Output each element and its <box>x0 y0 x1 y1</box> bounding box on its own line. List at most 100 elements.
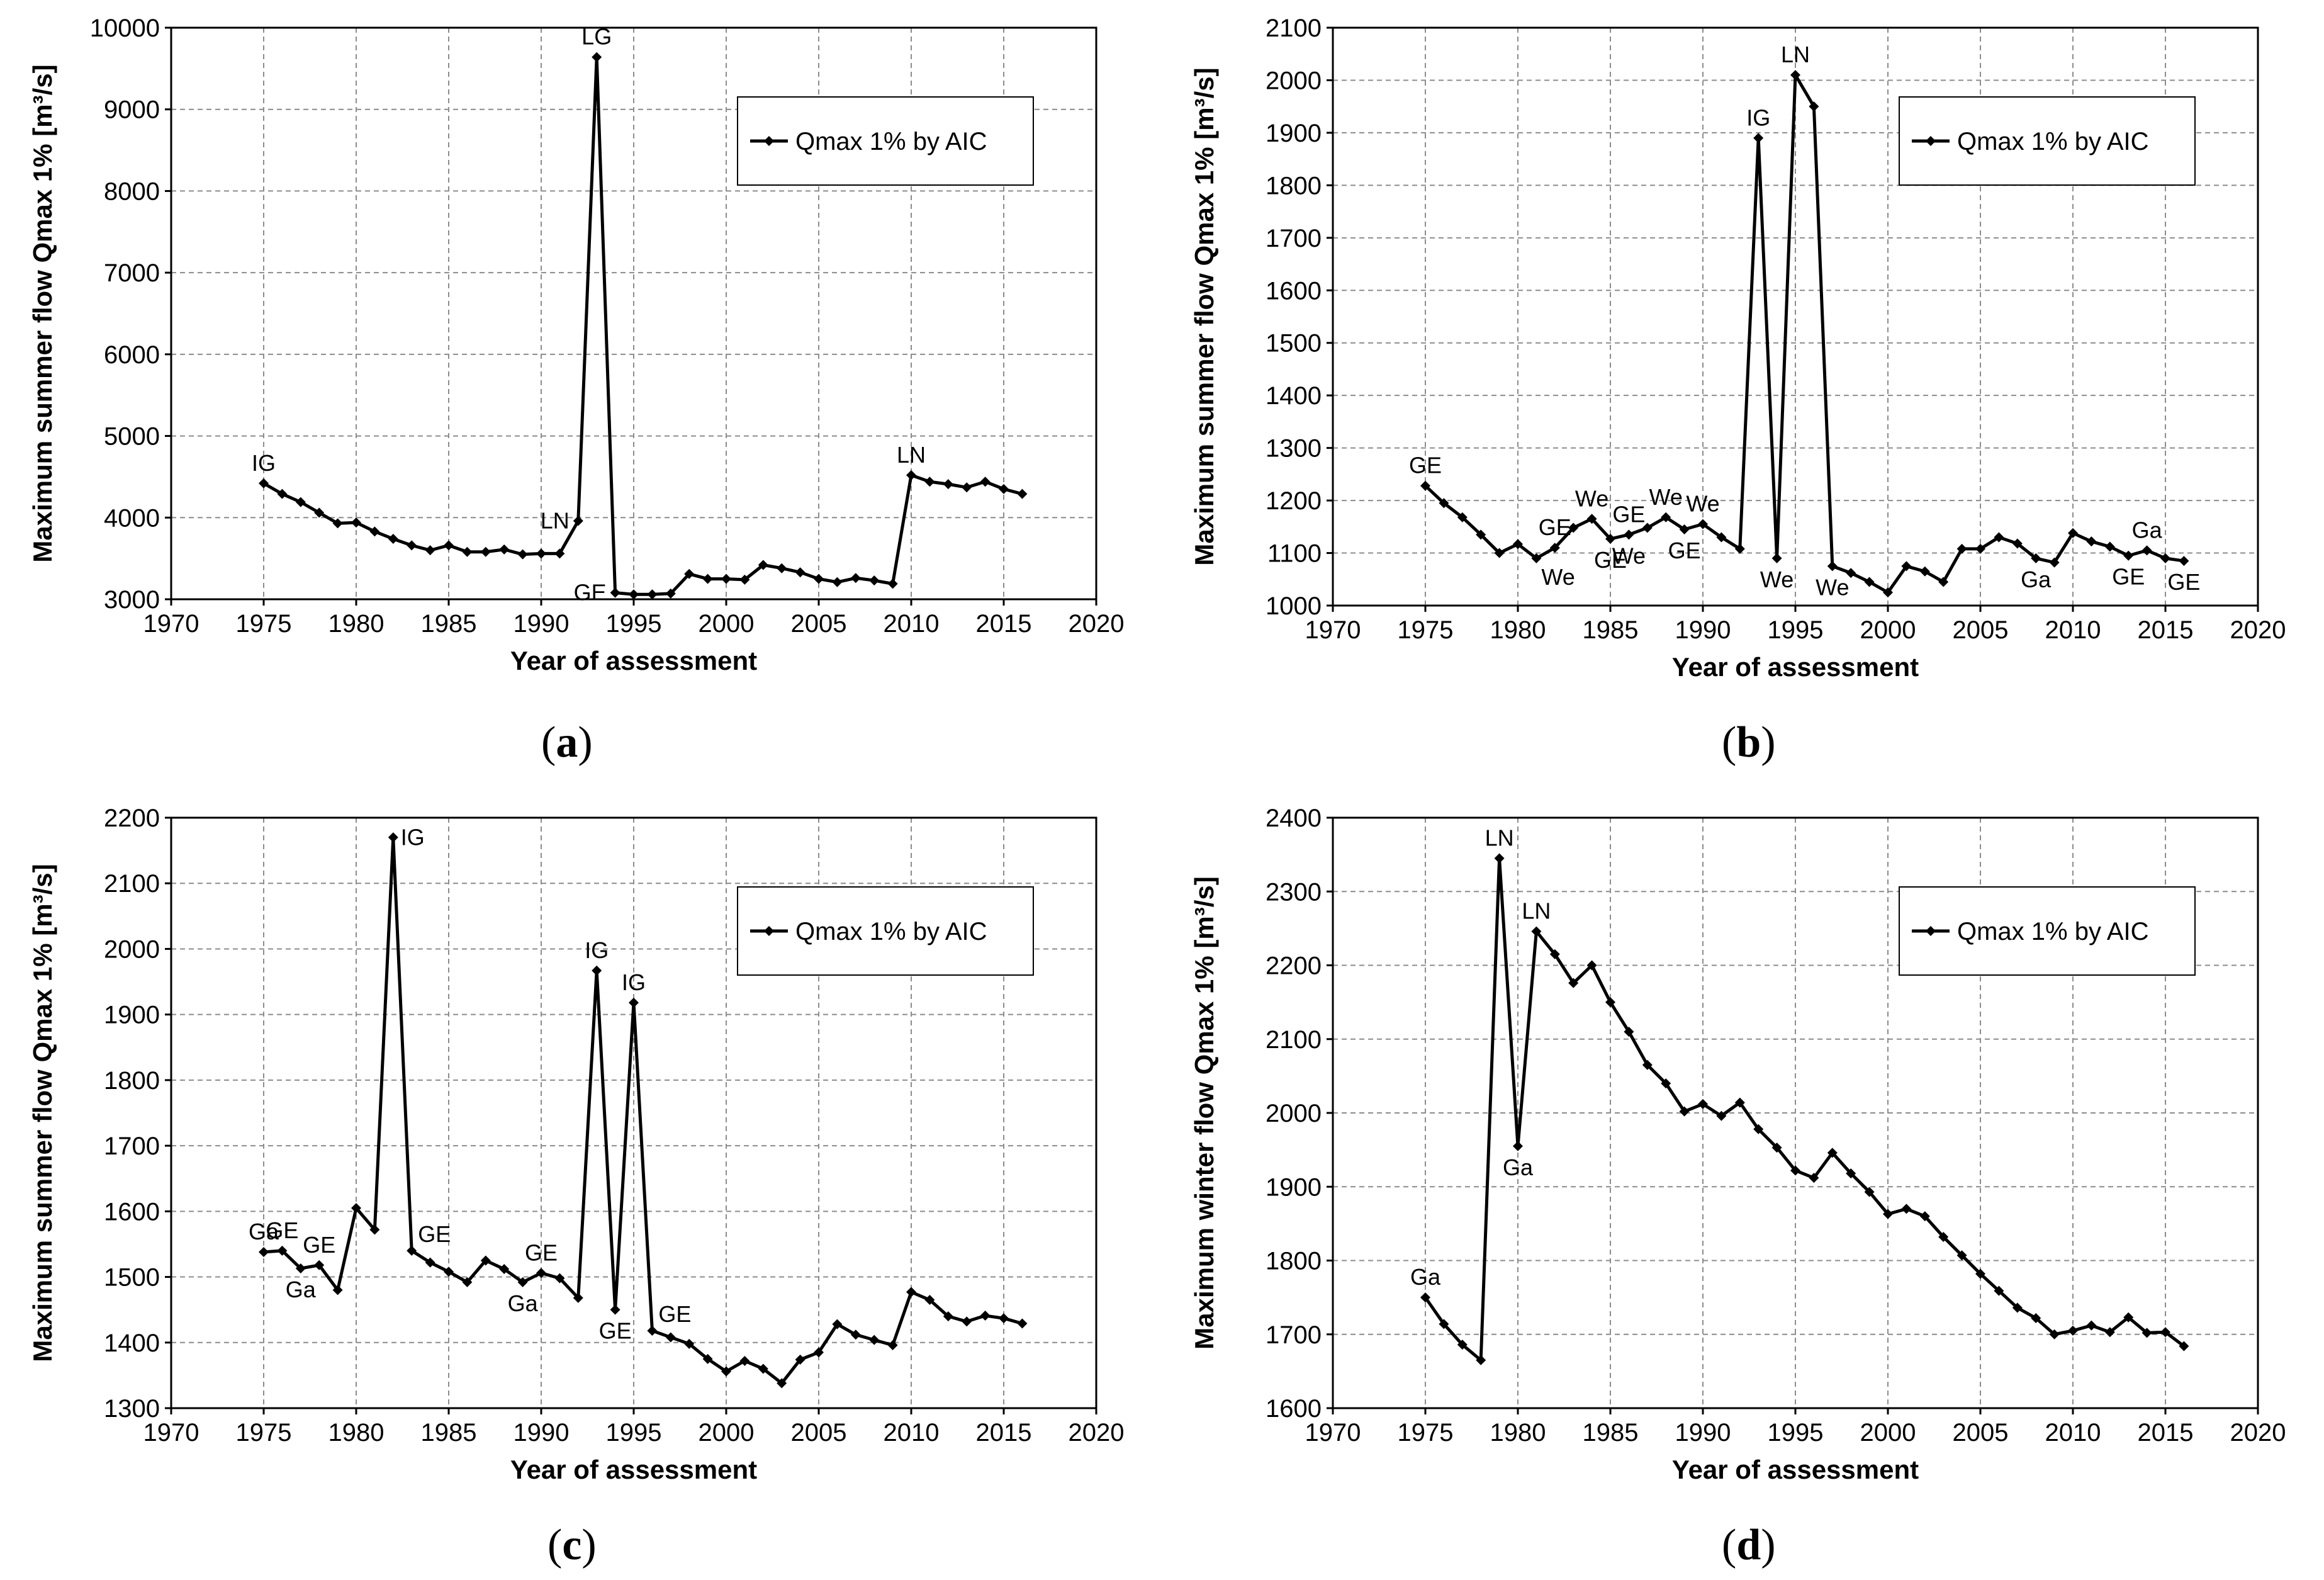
data-point <box>1901 561 1912 572</box>
y-tick-label: 1600 <box>1266 1395 1322 1423</box>
point-annotation: LN <box>1781 42 1810 67</box>
data-point <box>887 578 898 589</box>
point-annotation: LN <box>897 442 926 468</box>
point-annotation: GE <box>303 1232 335 1258</box>
data-point <box>962 1316 972 1327</box>
data-point <box>1938 577 1949 587</box>
panel-label-close: ) <box>1761 718 1776 767</box>
data-point <box>1679 524 1690 534</box>
data-point <box>665 1332 676 1343</box>
data-point <box>869 575 880 586</box>
x-axis-title: Year of assessment <box>510 1455 757 1484</box>
data-point <box>1476 529 1486 540</box>
point-annotation: We <box>1816 574 1849 600</box>
x-tick-label: 2010 <box>884 610 940 638</box>
data-point <box>351 517 361 528</box>
data-point <box>832 1319 843 1329</box>
point-annotation: GE <box>2112 564 2145 590</box>
y-tick-label: 1900 <box>104 1002 160 1029</box>
x-tick-label: 1975 <box>236 1419 292 1447</box>
chart-panel-a: 1970 1975 1980 1985 1990 1995 2000 2005 2010 2015… <box>0 0 1162 790</box>
data-point <box>1642 522 1653 533</box>
y-tick-label: 2100 <box>1266 1026 1322 1054</box>
data-point <box>480 546 491 557</box>
data-point <box>1494 548 1505 558</box>
x-tick-label: 2000 <box>1860 1419 1916 1447</box>
data-point <box>980 477 991 487</box>
data-point <box>1753 1124 1764 1134</box>
y-axis-title: Maximum summer flow Qmax 1% [m³/s] <box>28 64 57 562</box>
x-tick-label: 1995 <box>1768 1419 1824 1447</box>
data-point <box>1864 577 1875 587</box>
data-point <box>332 1285 343 1295</box>
data-point <box>1938 1231 1949 1242</box>
data-point <box>2012 538 2023 549</box>
data-point <box>2104 1327 2115 1338</box>
x-tick-label: 1985 <box>1583 616 1639 644</box>
y-tick-label: 2400 <box>1266 804 1322 832</box>
y-tick-label: 5000 <box>104 423 160 451</box>
x-tick-label: 2005 <box>1953 616 2009 644</box>
panel-label-open: ( <box>547 1521 563 1569</box>
point-annotation: IG <box>622 969 646 995</box>
x-tick-label: 1985 <box>421 1419 477 1447</box>
data-point <box>517 1277 528 1287</box>
data-point <box>1439 1319 1449 1329</box>
y-tick-label: 9000 <box>104 96 160 124</box>
data-point <box>1790 70 1800 81</box>
data-point <box>1605 534 1615 545</box>
point-annotation: GE <box>2167 569 2200 595</box>
panel-label-open: ( <box>541 718 556 767</box>
data-point <box>702 573 713 584</box>
legend-label: Qmax 1% by AIC <box>1957 128 2149 155</box>
data-point <box>1771 1143 1782 1153</box>
x-tick-label: 2000 <box>699 1419 755 1447</box>
x-axis-title: Year of assessment <box>1672 1455 1919 1484</box>
x-tick-label: 1980 <box>328 610 385 638</box>
data-point <box>1661 1078 1671 1089</box>
y-tick-label: 1000 <box>1266 592 1322 620</box>
chart-panel-d: 1970 1975 1980 1985 1990 1995 2000 2005 2010 2015… <box>1162 790 2323 1580</box>
data-point <box>499 544 510 555</box>
data-point <box>2142 545 2152 556</box>
x-tick-label: 1995 <box>606 610 662 638</box>
panel-label-open: ( <box>1722 1521 1737 1569</box>
x-tick-label: 2010 <box>2045 1419 2101 1447</box>
data-point <box>407 1245 417 1256</box>
data-point <box>1624 529 1634 540</box>
y-tick-label: 1700 <box>1266 1321 1322 1349</box>
data-point <box>1439 498 1449 509</box>
data-point <box>1771 553 1782 563</box>
data-point <box>1994 532 2004 543</box>
legend-marker <box>1926 136 1936 146</box>
data-point <box>2160 553 2170 563</box>
legend-label: Qmax 1% by AIC <box>795 128 987 155</box>
point-annotation: We <box>1686 491 1719 517</box>
point-annotation: IG <box>252 450 276 476</box>
data-point <box>1698 1098 1708 1109</box>
data-point <box>1809 1173 1819 1183</box>
data-point <box>814 573 824 584</box>
data-point <box>1716 1110 1727 1121</box>
data-point <box>869 1335 880 1345</box>
panel-label-letter: d <box>1736 1521 1761 1569</box>
data-point <box>2086 1320 2097 1331</box>
chart-panel-c: 1970 1975 1980 1985 1990 1995 2000 2005 2010 2015… <box>0 790 1162 1580</box>
chart-b-svg: 1970 1975 1980 1985 1990 1995 2000 2005 2010 2015… <box>1189 14 2286 682</box>
x-tick-label: 2015 <box>2138 616 2194 644</box>
data-point <box>665 588 676 599</box>
data-point <box>536 548 546 559</box>
x-tick-label: 2000 <box>699 610 755 638</box>
y-tick-label: 2100 <box>1266 14 1322 42</box>
data-point <box>906 470 916 480</box>
x-tick-label: 1990 <box>1675 1419 1731 1447</box>
data-point <box>1568 522 1579 533</box>
x-tick-label: 1980 <box>328 1419 385 1447</box>
data-point <box>684 568 695 579</box>
data-point <box>295 1263 306 1274</box>
data-point <box>388 534 398 545</box>
data-point <box>1476 1355 1486 1365</box>
data-point <box>1624 1027 1634 1037</box>
data-point <box>2068 528 2078 538</box>
point-annotation: GE <box>1539 514 1571 540</box>
